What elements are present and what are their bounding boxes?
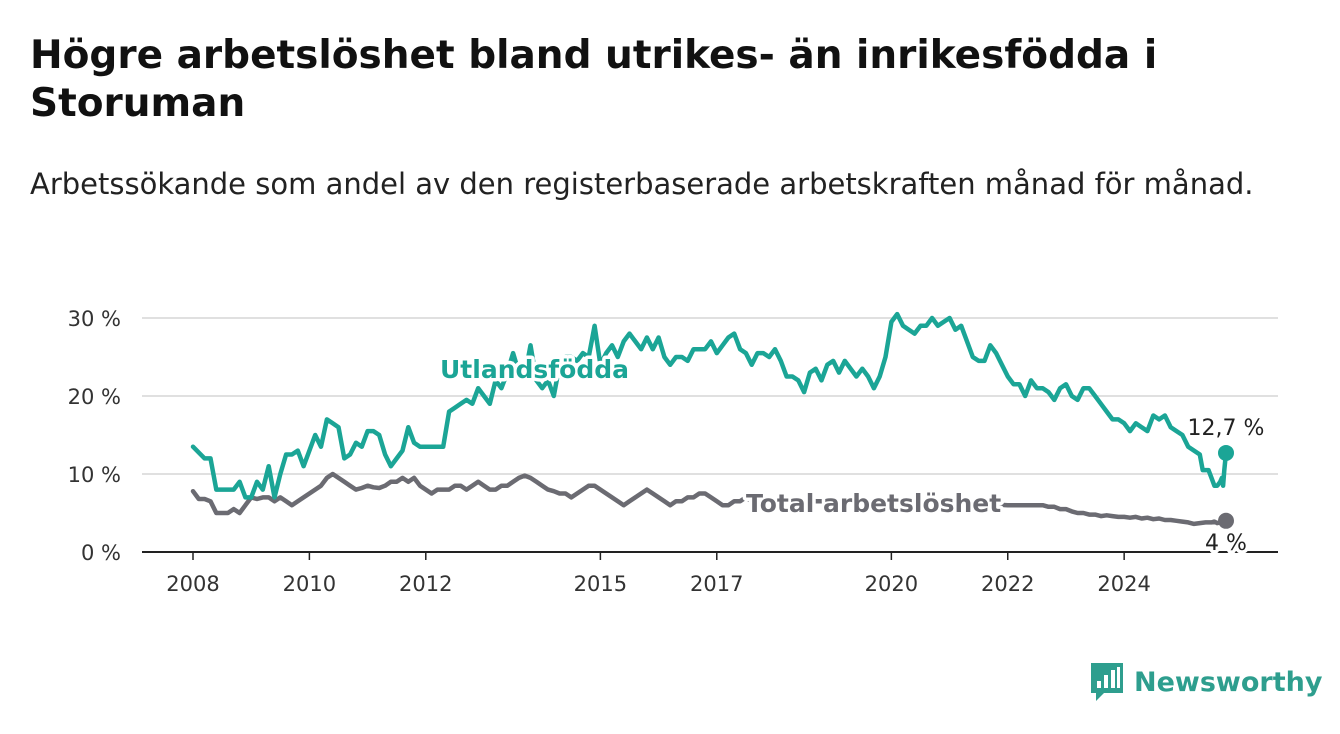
series-label-total: Total arbetslöshet xyxy=(746,489,1001,518)
y-tick-label: 0 % xyxy=(81,541,121,565)
end-point-utlandsfodda xyxy=(1218,444,1234,461)
x-tick-label: 2022 xyxy=(981,572,1034,596)
x-tick-label: 2020 xyxy=(865,572,918,596)
series-lines xyxy=(190,311,1234,529)
x-tick-label: 2017 xyxy=(690,572,743,596)
series-line-utlandsfodda xyxy=(190,311,1229,500)
y-tick-label: 10 % xyxy=(68,463,121,487)
end-point-total xyxy=(1218,512,1234,529)
end-label-utlandsfodda: 12,7 % xyxy=(1188,416,1265,441)
series-label-utlandsfodda: Utlandsfödda xyxy=(440,355,629,384)
chart-title: Högre arbetslöshet bland utrikes- än inr… xyxy=(30,33,1158,126)
y-tick-label: 30 % xyxy=(68,307,121,331)
x-tick-label: 2015 xyxy=(574,572,627,596)
brand-name: Newsworthy xyxy=(1134,666,1323,698)
x-tick-label: 2010 xyxy=(283,572,336,596)
x-axis: 2008 2010 2012 2015 2017 2020 2022 2024 xyxy=(166,552,1151,596)
series-labels: Utlandsfödda Total arbetslöshet 12,7 % 4 % xyxy=(437,352,1268,560)
series-line-total xyxy=(190,471,1229,527)
brand-logo: Newsworthy xyxy=(1088,660,1322,704)
y-axis: 0 % 10 % 20 % 30 % xyxy=(68,307,121,565)
x-tick-label: 2008 xyxy=(166,572,219,596)
x-tick-label: 2024 xyxy=(1097,572,1150,596)
end-label-total: 4 % xyxy=(1205,531,1247,556)
y-tick-label: 20 % xyxy=(68,385,121,409)
chart-subtitle: Arbetssökande som andel av den registerb… xyxy=(30,167,1254,201)
newsworthy-logo-icon xyxy=(1091,663,1123,701)
x-tick-label: 2012 xyxy=(399,572,452,596)
